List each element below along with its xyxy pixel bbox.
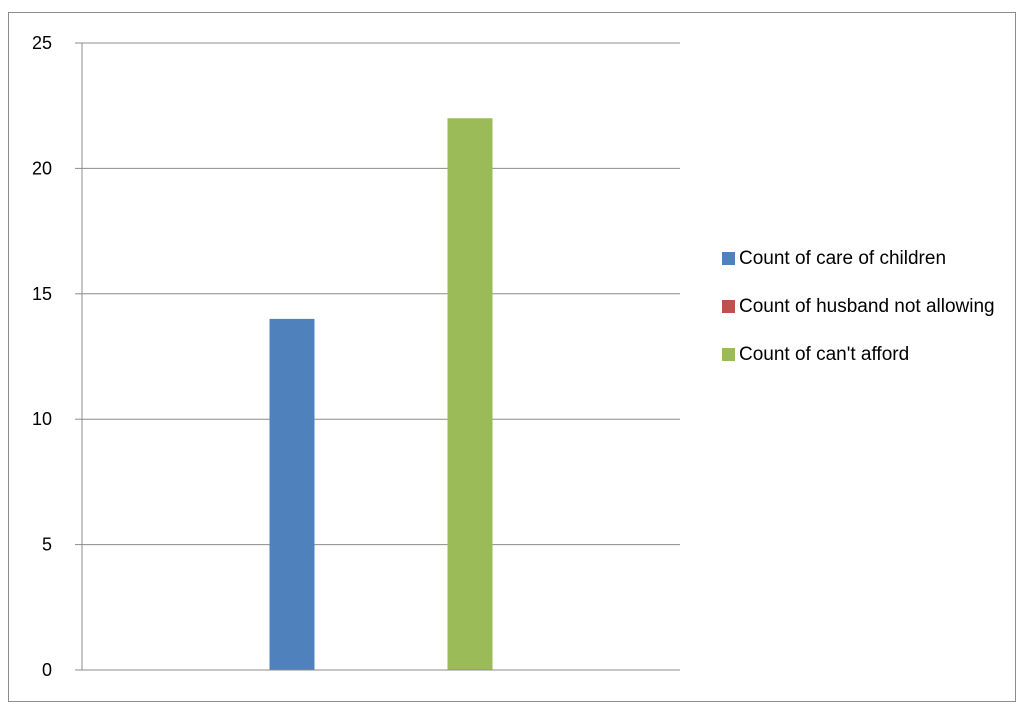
chart-frame xyxy=(8,12,1016,702)
y-tick-labels: 0 5 10 15 20 25 xyxy=(32,33,52,680)
bar-3 xyxy=(447,118,493,671)
y-tick-label: 5 xyxy=(42,535,52,555)
axes xyxy=(75,42,680,671)
bars xyxy=(269,118,493,671)
y-tick-label: 15 xyxy=(32,284,52,304)
y-tick-label: 10 xyxy=(32,409,52,429)
y-tick-label: 20 xyxy=(32,158,52,178)
legend-item: Count of care of children xyxy=(722,246,1022,272)
bar-1 xyxy=(269,318,315,670)
gridlines xyxy=(82,42,680,546)
legend: Count of care of children Count of husban… xyxy=(722,246,1022,390)
y-tick-label: 25 xyxy=(32,33,52,53)
legend-label: Count of can't afford xyxy=(739,344,910,365)
legend-swatch xyxy=(722,348,735,361)
legend-item: Count of can't afford xyxy=(722,342,1022,368)
legend-swatch xyxy=(722,252,735,265)
legend-label: Count of husband not allowing xyxy=(739,296,995,317)
legend-swatch xyxy=(722,300,735,313)
legend-label: Count of care of children xyxy=(739,248,947,269)
legend-item: Count of husband not allowing xyxy=(722,294,1022,320)
y-tick-label: 0 xyxy=(42,660,52,680)
